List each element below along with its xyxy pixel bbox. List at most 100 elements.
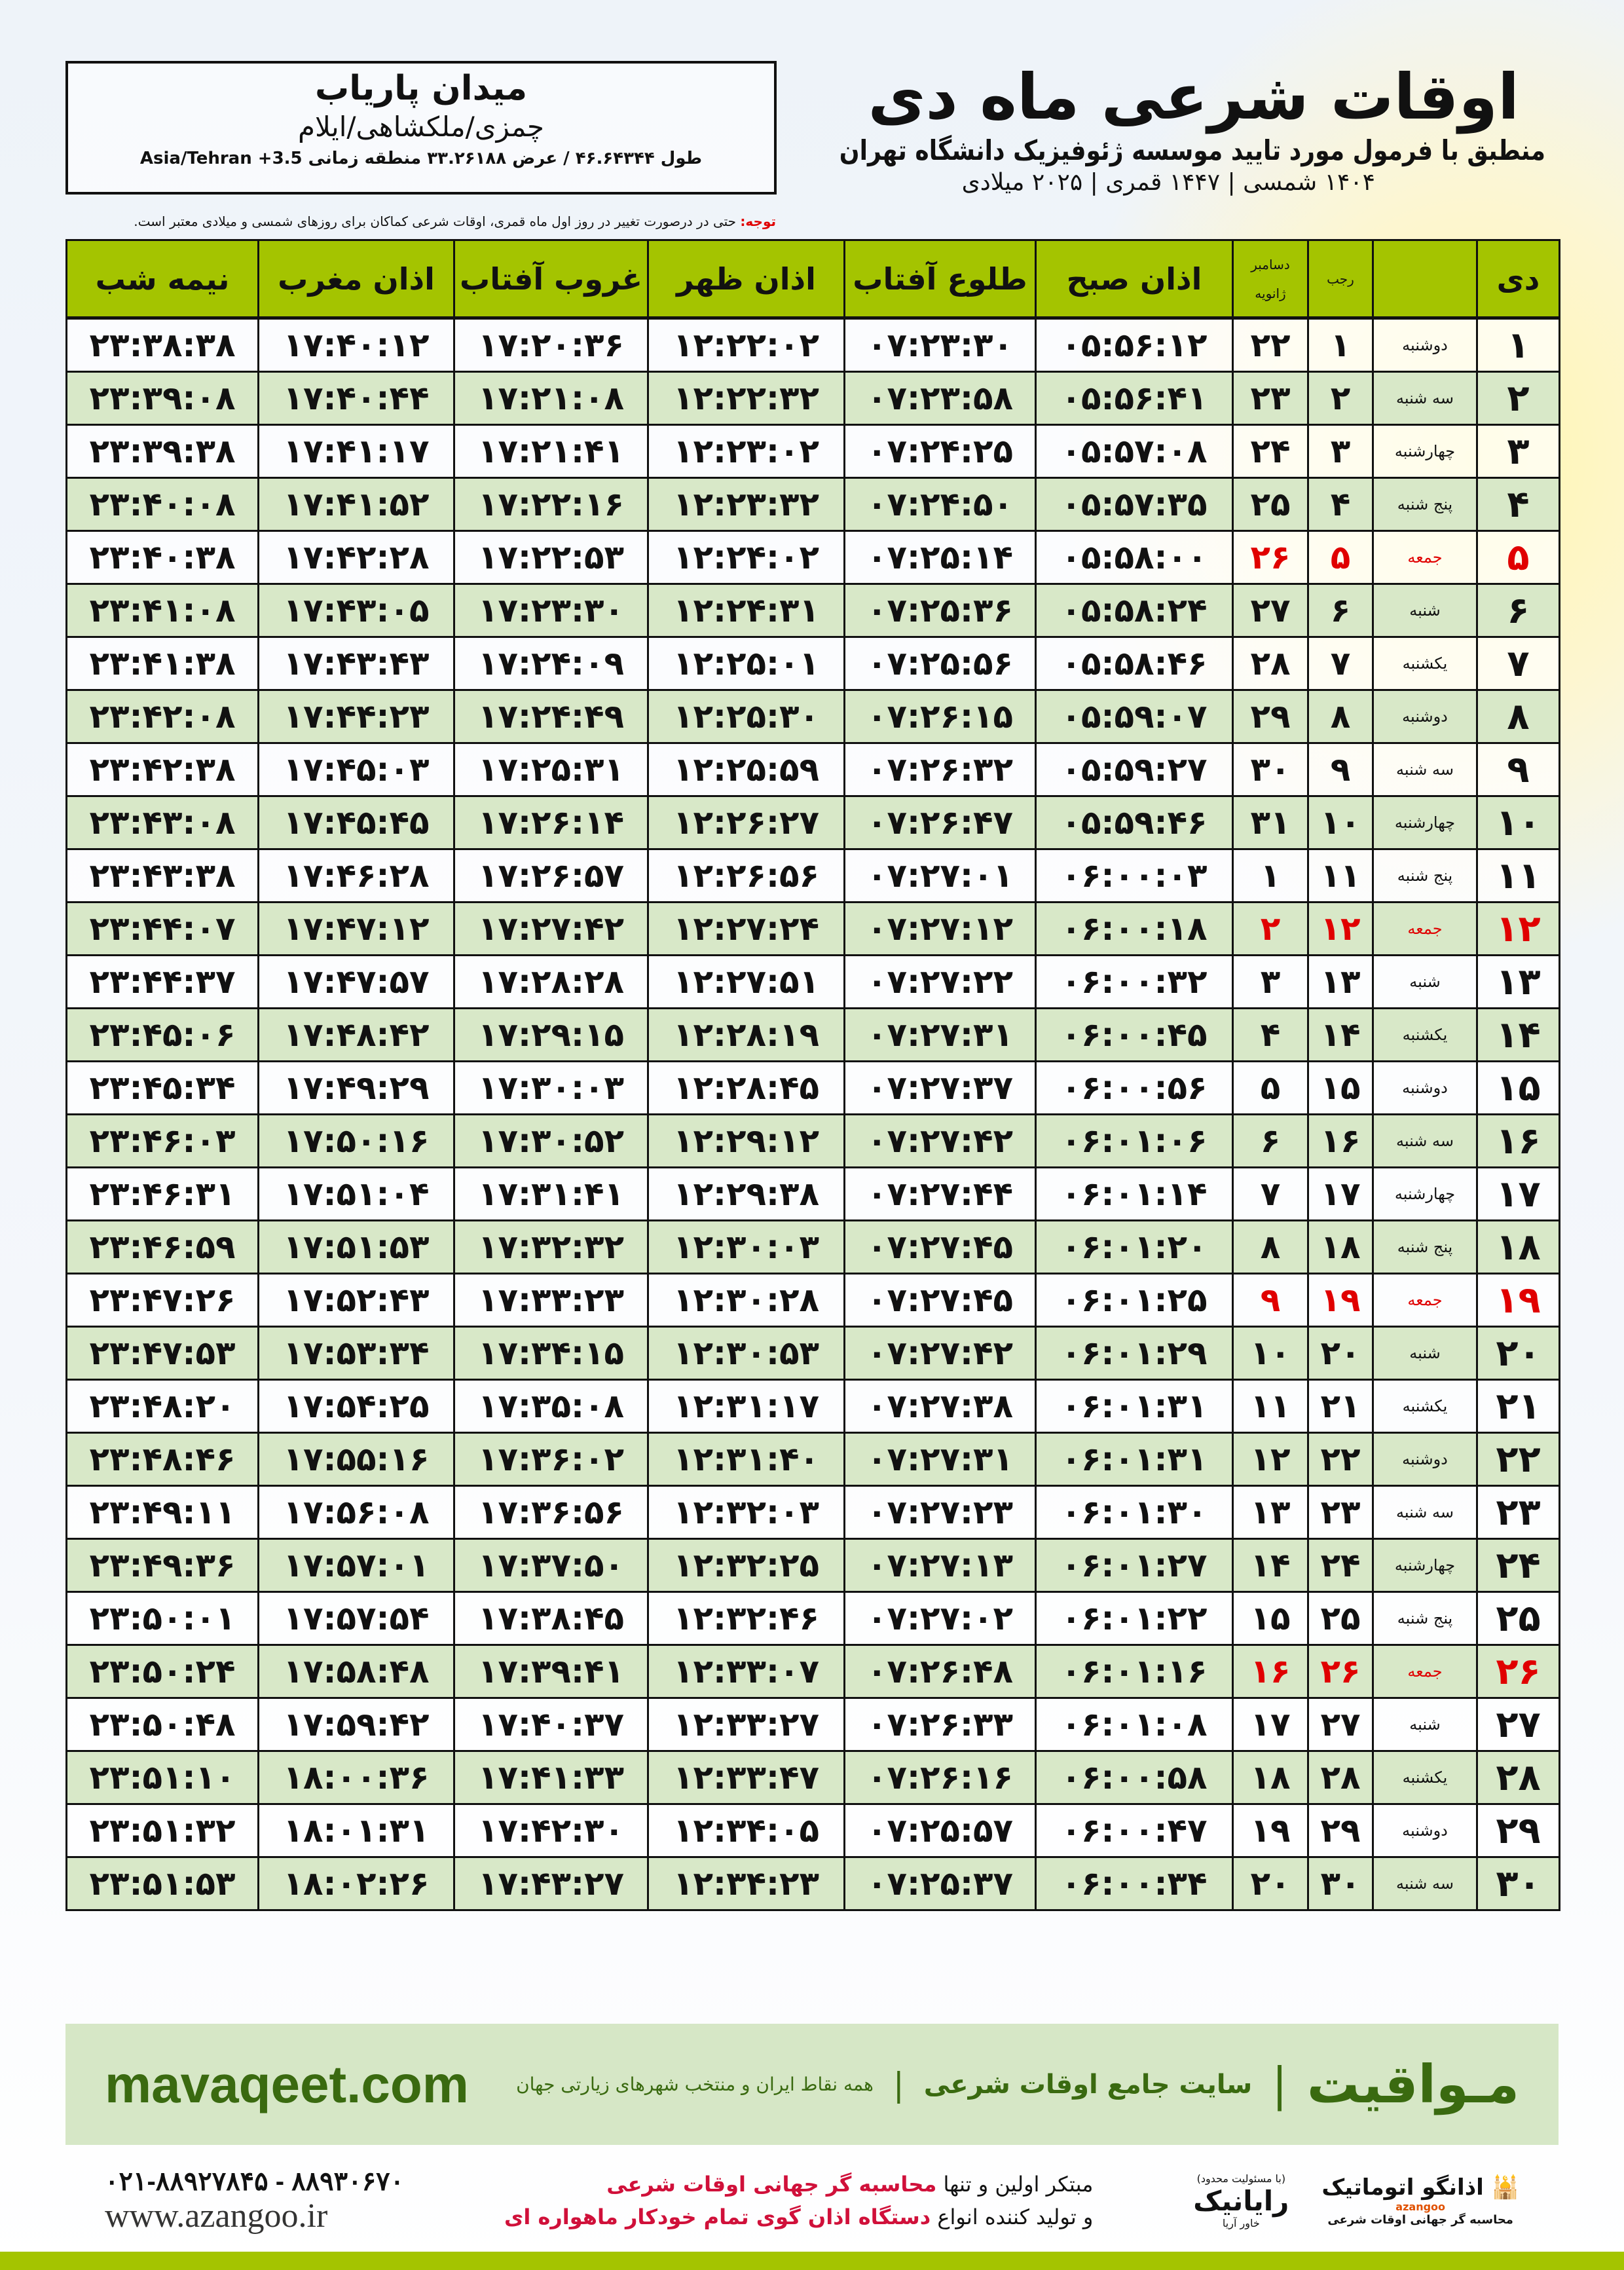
cell-rajab: ۱۸ xyxy=(1307,1219,1374,1275)
cell-rajab: ۳۰ xyxy=(1307,1856,1374,1911)
cell-weekday: پنج شنبه xyxy=(1372,477,1478,532)
cell-weekday: جمعه xyxy=(1372,901,1478,956)
promo-text: مبتکر اولین و تنها محاسبه گر جهانی اوقات… xyxy=(504,2168,1093,2233)
cell-sobh: ۰۵:۵۶:۱۲ xyxy=(1035,317,1234,373)
cell-weekday: دوشنبه xyxy=(1372,689,1478,744)
year-info: ۱۴۰۴ شمسی | ۱۴۴۷ قمری | ۲۰۲۵ میلادی xyxy=(961,169,1375,196)
azangoo-logo: 🕌 اذانگو اتوماتیک azangoo محاسبه گر جهان… xyxy=(1321,2174,1519,2227)
cell-tolu: ۰۷:۲۷:۳۸ xyxy=(843,1379,1037,1434)
table-row: ۱۱ پنج شنبه ۱۱ ۱ ۰۶:۰۰:۰۳ ۰۷:۲۷:۰۱ ۱۲:۲۶:۵۶ ۱۷:… xyxy=(65,848,1560,903)
cell-sobh: ۰۶:۰۱:۳۰ xyxy=(1035,1485,1234,1540)
cell-day: ۱۲ xyxy=(1476,901,1560,956)
cell-rajab: ۳ xyxy=(1307,424,1374,479)
table-row: ۱۹ جمعه ۱۹ ۹ ۰۶:۰۱:۲۵ ۰۷:۲۷:۴۵ ۱۲:۳۰:۲۸ ۱۷:۳۳:۲… xyxy=(65,1273,1560,1328)
cell-tolu: ۰۷:۲۴:۲۵ xyxy=(843,424,1037,479)
cell-zohr: ۱۲:۲۷:۵۱ xyxy=(647,954,845,1009)
cell-rajab: ۱۷ xyxy=(1307,1166,1374,1221)
table-row: ۲۲ دوشنبه ۲۲ ۱۲ ۰۶:۰۱:۳۱ ۰۷:۲۷:۳۱ ۱۲:۳۱:۴۰ ۱۷:۳… xyxy=(65,1432,1560,1487)
cell-zohr: ۱۲:۳۱:۴۰ xyxy=(647,1432,845,1487)
cell-maghrib: ۱۷:۴۰:۱۲ xyxy=(257,317,455,373)
cell-rajab: ۲۳ xyxy=(1307,1485,1374,1540)
table-row: ۲۳ سه شنبه ۲۳ ۱۳ ۰۶:۰۱:۳۰ ۰۷:۲۷:۲۳ ۱۲:۳۲:۰۳ ۱۷:… xyxy=(65,1485,1560,1540)
cell-weekday: چهارشنبه xyxy=(1372,1538,1478,1593)
cell-maghrib: ۱۷:۴۸:۴۲ xyxy=(257,1007,455,1062)
cell-sobh: ۰۶:۰۱:۲۵ xyxy=(1035,1273,1234,1328)
cell-sobh: ۰۶:۰۰:۴۷ xyxy=(1035,1803,1234,1858)
cell-tolu: ۰۷:۲۶:۱۵ xyxy=(843,689,1037,744)
table-row: ۵ جمعه ۵ ۲۶ ۰۵:۵۸:۰۰ ۰۷:۲۵:۱۴ ۱۲:۲۴:۰۲ ۱۷:۲۲:۵۳… xyxy=(65,530,1560,585)
cell-rajab: ۲۸ xyxy=(1307,1750,1374,1805)
cell-gregorian: ۱۷ xyxy=(1232,1697,1309,1752)
cell-maghrib: ۱۷:۵۸:۴۸ xyxy=(257,1644,455,1699)
cell-maghrib: ۱۷:۵۱:۰۴ xyxy=(257,1166,455,1221)
cell-maghrib: ۱۷:۴۵:۴۵ xyxy=(257,795,455,850)
cell-tolu: ۰۷:۲۷:۱۲ xyxy=(843,901,1037,956)
table-row: ۲۵ پنج شنبه ۲۵ ۱۵ ۰۶:۰۱:۲۲ ۰۷:۲۷:۰۲ ۱۲:۳۲:۴۶ ۱۷… xyxy=(65,1591,1560,1646)
cell-rajab: ۲۲ xyxy=(1307,1432,1374,1487)
cell-gregorian: ۷ xyxy=(1232,1166,1309,1221)
cell-nimeh: ۲۳:۴۳:۰۸ xyxy=(65,795,259,850)
cell-rajab: ۲ xyxy=(1307,371,1374,426)
cell-rajab: ۸ xyxy=(1307,689,1374,744)
cell-gregorian: ۲۵ xyxy=(1232,477,1309,532)
cell-sobh: ۰۶:۰۱:۳۱ xyxy=(1035,1379,1234,1434)
table-row: ۲۹ دوشنبه ۲۹ ۱۹ ۰۶:۰۰:۴۷ ۰۷:۲۵:۵۷ ۱۲:۳۴:۰۵ ۱۷:۴… xyxy=(65,1803,1560,1858)
cell-zohr: ۱۲:۳۰:۰۳ xyxy=(647,1219,845,1275)
cell-day: ۱۸ xyxy=(1476,1219,1560,1275)
table-row: ۱۶ سه شنبه ۱۶ ۶ ۰۶:۰۱:۰۶ ۰۷:۲۷:۴۲ ۱۲:۲۹:۱۲ ۱۷:۳… xyxy=(65,1113,1560,1168)
cell-day: ۱۳ xyxy=(1476,954,1560,1009)
cell-tolu: ۰۷:۲۷:۳۷ xyxy=(843,1060,1037,1115)
cell-gregorian: ۲۳ xyxy=(1232,371,1309,426)
col-nimeh: نیمه شب xyxy=(65,239,259,320)
cell-ghorub: ۱۷:۲۳:۳۰ xyxy=(453,583,649,638)
cell-maghrib: ۱۷:۴۱:۵۲ xyxy=(257,477,455,532)
col-gregorian: دسامبر ژانویه xyxy=(1232,239,1309,320)
note: توجه: حتی در درصورت تغییر در روز اول ماه… xyxy=(65,214,776,229)
cell-maghrib: ۱۷:۴۳:۰۵ xyxy=(257,583,455,638)
cell-maghrib: ۱۷:۵۴:۲۵ xyxy=(257,1379,455,1434)
cell-zohr: ۱۲:۲۳:۰۲ xyxy=(647,424,845,479)
cell-zohr: ۱۲:۲۴:۳۱ xyxy=(647,583,845,638)
mavaqeet-site-link[interactable]: mavaqeet.com xyxy=(105,2055,469,2113)
cell-zohr: ۱۲:۲۷:۲۴ xyxy=(647,901,845,956)
cell-day: ۶ xyxy=(1476,583,1560,638)
cell-gregorian: ۳۰ xyxy=(1232,742,1309,797)
promo-line1-a: مبتکر اولین و تنها xyxy=(936,2172,1094,2197)
cell-sobh: ۰۶:۰۰:۱۸ xyxy=(1035,901,1234,956)
cell-tolu: ۰۷:۲۶:۴۷ xyxy=(843,795,1037,850)
cell-nimeh: ۲۳:۵۱:۵۳ xyxy=(65,1856,259,1911)
cell-sobh: ۰۶:۰۰:۳۴ xyxy=(1035,1856,1234,1911)
cell-maghrib: ۱۷:۴۵:۰۳ xyxy=(257,742,455,797)
cell-tolu: ۰۷:۲۷:۰۱ xyxy=(843,848,1037,903)
cell-tolu: ۰۷:۲۴:۵۰ xyxy=(843,477,1037,532)
cell-zohr: ۱۲:۲۴:۰۲ xyxy=(647,530,845,585)
azangoo-website[interactable]: www.azangoo.ir xyxy=(105,2197,328,2235)
azangoo-sub: محاسبه گر جهانی اوقات شرعی xyxy=(1327,2213,1513,2227)
col-zohr: اذان ظهر xyxy=(647,239,845,320)
table-row: ۷ یکشنبه ۷ ۲۸ ۰۵:۵۸:۴۶ ۰۷:۲۵:۵۶ ۱۲:۲۵:۰۱ ۱۷:۲۴:… xyxy=(65,636,1560,691)
cell-tolu: ۰۷:۲۷:۲۳ xyxy=(843,1485,1037,1540)
promo-line2-b: دستگاه اذان گوی تمام خودکار ماهواره ای xyxy=(504,2205,931,2229)
rayanik-sub: خاور آریا xyxy=(1222,2216,1260,2229)
cell-day: ۱۰ xyxy=(1476,795,1560,850)
cell-weekday: جمعه xyxy=(1372,1273,1478,1328)
mavaqeet-tagline: سایت جامع اوقات شرعی xyxy=(923,2069,1253,2100)
cell-nimeh: ۲۳:۴۴:۰۷ xyxy=(65,901,259,956)
cell-gregorian: ۹ xyxy=(1232,1273,1309,1328)
table-row: ۸ دوشنبه ۸ ۲۹ ۰۵:۵۹:۰۷ ۰۷:۲۶:۱۵ ۱۲:۲۵:۳۰ ۱۷:۲۴:… xyxy=(65,689,1560,744)
cell-zohr: ۱۲:۳۴:۲۳ xyxy=(647,1856,845,1911)
cell-weekday: دوشنبه xyxy=(1372,1803,1478,1858)
note-label: توجه: xyxy=(740,214,776,229)
cell-weekday: سه شنبه xyxy=(1372,371,1478,426)
cell-maghrib: ۱۷:۴۲:۲۸ xyxy=(257,530,455,585)
cell-zohr: ۱۲:۲۵:۰۱ xyxy=(647,636,845,691)
cell-tolu: ۰۷:۲۵:۳۶ xyxy=(843,583,1037,638)
cell-zohr: ۱۲:۲۳:۳۲ xyxy=(647,477,845,532)
cell-weekday: دوشنبه xyxy=(1372,317,1478,373)
cell-gregorian: ۳ xyxy=(1232,954,1309,1009)
cell-rajab: ۱۶ xyxy=(1307,1113,1374,1168)
table-row: ۲۰ شنبه ۲۰ ۱۰ ۰۶:۰۱:۲۹ ۰۷:۲۷:۴۲ ۱۲:۳۰:۵۳ ۱۷:۳۴:… xyxy=(65,1326,1560,1381)
cell-weekday: پنج شنبه xyxy=(1372,1219,1478,1275)
cell-maghrib: ۱۷:۴۴:۲۳ xyxy=(257,689,455,744)
cell-tolu: ۰۷:۲۷:۳۱ xyxy=(843,1432,1037,1487)
